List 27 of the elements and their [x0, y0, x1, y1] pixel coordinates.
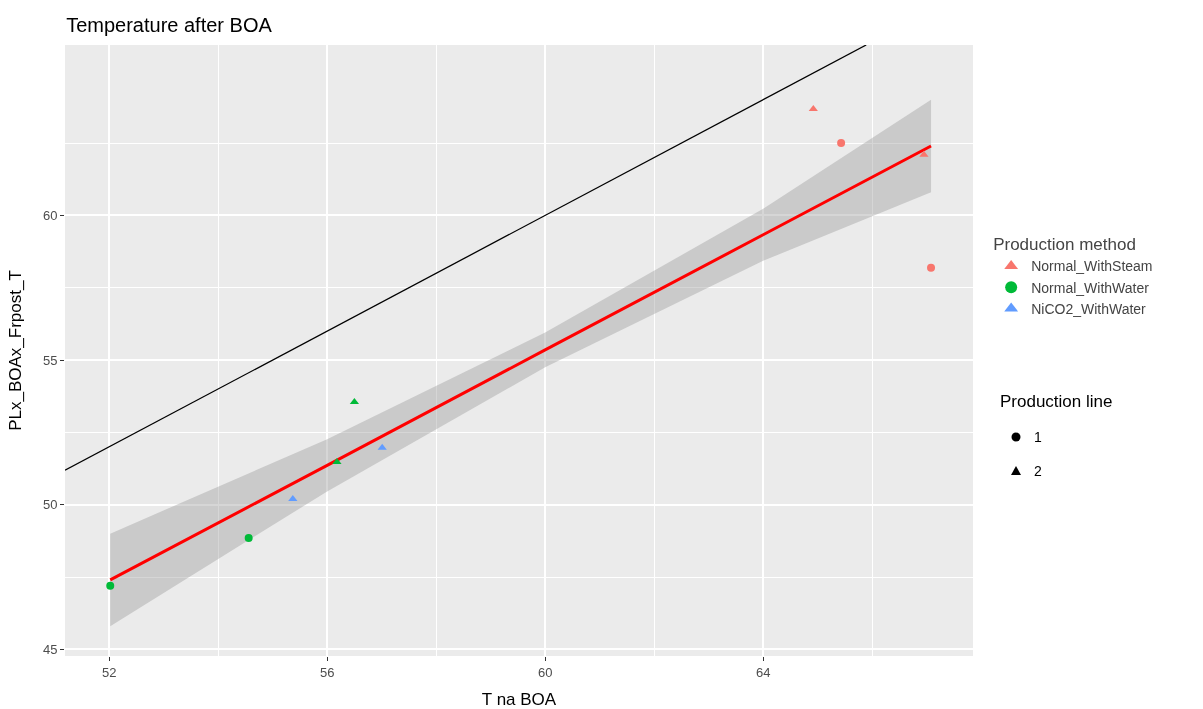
point: [377, 443, 387, 450]
legend-label: Normal_WithWater: [1031, 279, 1150, 296]
chart-title: Temperature after BOA: [66, 13, 273, 36]
x-tick-label: 60: [537, 664, 553, 680]
point: [808, 104, 818, 111]
legend-label: NiCO2_WithWater: [1031, 300, 1147, 317]
x-axis-title: T na BOA: [481, 690, 557, 709]
point: [919, 150, 929, 157]
text: 2: [1034, 463, 1042, 479]
text: Production line: [1000, 392, 1113, 411]
y-tick-label: 45: [42, 641, 58, 657]
text: Production method: [993, 235, 1136, 255]
text: 1: [1034, 429, 1042, 445]
y-tick-label: 50: [42, 497, 58, 513]
x-tick-label: 56: [319, 664, 335, 680]
point: [927, 263, 936, 272]
legend-label: Normal_WithSteam: [1031, 258, 1153, 275]
point: [288, 494, 298, 501]
x-tick-label: 52: [101, 664, 117, 680]
y-tick-label: 55: [42, 352, 58, 368]
point: [332, 457, 342, 464]
y-axis-title: PLx_BOAx_Frpost_T: [6, 270, 25, 431]
y-tick-label: 60: [42, 207, 58, 223]
point: [244, 533, 253, 542]
point: [106, 581, 115, 590]
x-tick-label: 64: [755, 664, 771, 680]
point: [837, 139, 846, 148]
